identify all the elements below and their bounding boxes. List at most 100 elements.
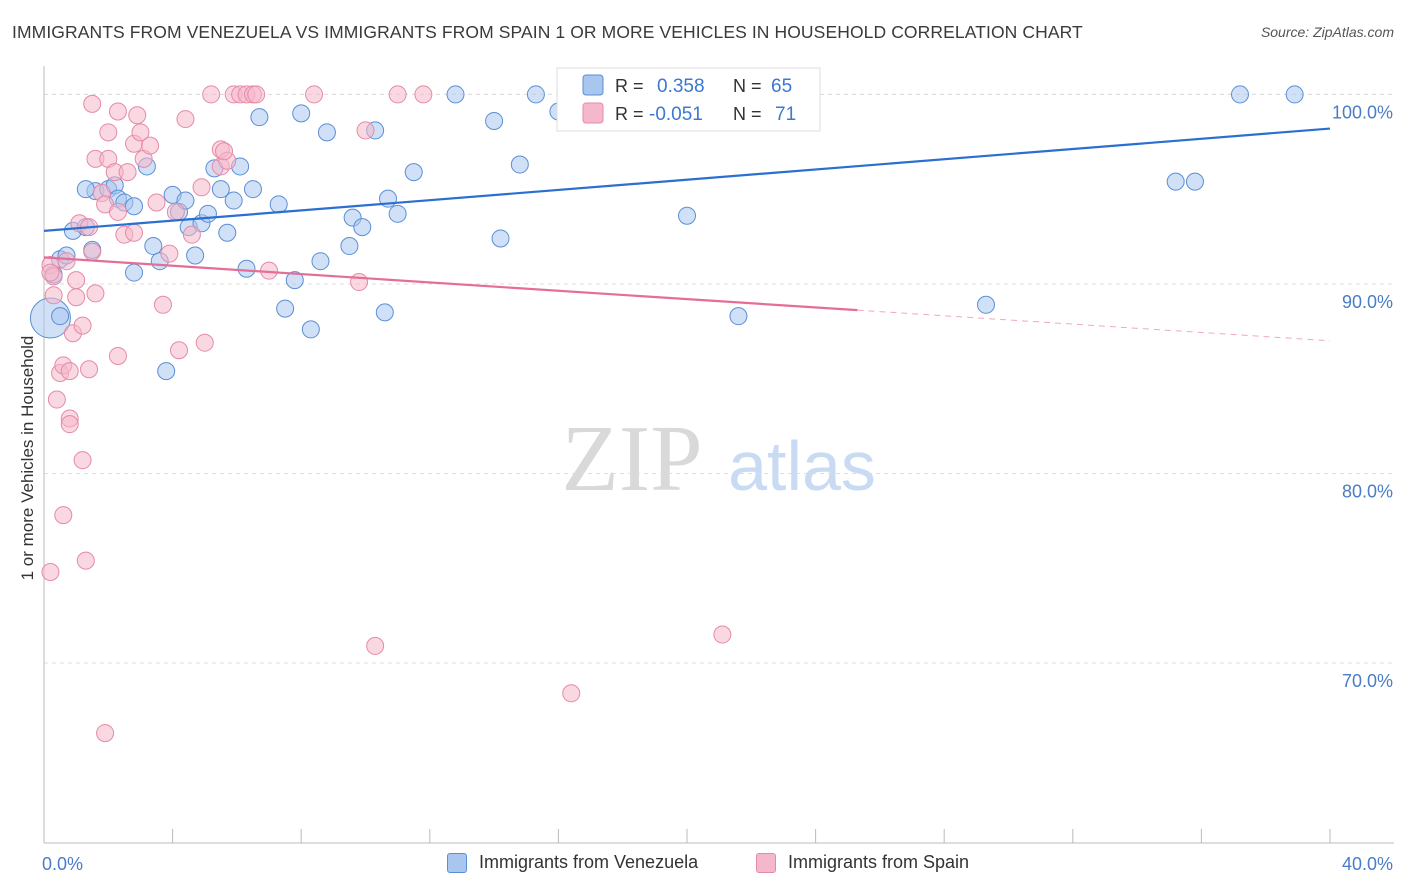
point-venezuela [157,362,176,381]
point-spain [170,341,189,360]
legend-label-spain: Immigrants from Spain [788,852,970,872]
point-spain [41,263,60,282]
point-venezuela [375,303,394,322]
point-spain [305,85,324,104]
y-tick-label: 70.0% [1342,671,1393,691]
point-spain [73,316,92,335]
point-spain [125,223,144,242]
point-venezuela [51,307,70,326]
point-venezuela [510,155,529,174]
legend-top-swatch-venezuela [582,74,604,96]
point-spain [414,85,433,104]
point-venezuela [678,206,696,225]
legend-bottom: Immigrants from Venezuela Immigrants fro… [0,852,1406,878]
y-tick-label: 80.0% [1342,481,1393,501]
point-venezuela [243,180,262,199]
legend-top-swatch-spain [582,102,604,124]
point-venezuela [1285,85,1304,104]
point-spain [192,178,211,197]
point-venezuela [237,259,256,278]
x-tick-label: 0.0% [42,854,83,874]
point-spain [366,636,385,655]
legend-n-value-1: 65 [771,76,792,97]
chart-title: IMMIGRANTS FROM VENEZUELA VS IMMIGRANTS … [12,22,1083,42]
point-spain [141,136,160,155]
trend-line-spain [43,256,858,312]
point-venezuela [186,246,205,265]
point-spain [713,625,732,644]
point-spain [350,273,369,292]
point-venezuela [76,180,95,199]
watermark-atlas: atlas [728,427,876,505]
point-spain [202,85,221,104]
point-venezuela [317,123,336,142]
y-axis-title: 1 or more Vehicles in Household [18,336,37,581]
source-label: Source: ZipAtlas.com [1260,24,1394,40]
point-venezuela [285,271,304,290]
point-spain [128,106,147,125]
point-venezuela [404,163,423,182]
point-spain [83,242,102,261]
trend-line-extension-spain [857,309,1331,342]
legend-swatch-spain [756,852,776,873]
point-spain [356,121,375,140]
point-venezuela [292,104,311,123]
legend-n-label-1: N = [733,76,762,96]
point-venezuela [311,252,330,271]
point-spain [562,684,581,703]
point-venezuela [1166,172,1185,191]
point-spain [41,562,60,581]
legend-label-venezuela: Immigrants from Venezuela [479,852,699,872]
point-venezuela [125,263,144,282]
point-spain [108,346,127,365]
point-venezuela [1185,172,1204,191]
point-spain [247,85,266,104]
point-spain [67,271,86,290]
point-spain [215,142,234,161]
point-spain [108,202,127,221]
point-spain [47,390,66,409]
point-spain [166,202,185,221]
legend-n-value-2: 71 [775,104,796,125]
point-spain [76,551,95,570]
point-spain [57,252,76,271]
legend-r-value-1: 0.358 [657,76,705,97]
point-spain [44,286,63,305]
point-venezuela [340,237,359,256]
point-venezuela [211,180,230,199]
point-spain [131,123,150,142]
point-spain [54,506,73,525]
point-spain [60,362,79,381]
legend-r-label-2: R = [615,104,644,124]
legend-r-label-1: R = [615,76,644,96]
point-venezuela [491,229,510,248]
point-venezuela [224,191,243,210]
point-spain [160,244,179,263]
point-spain [67,288,86,307]
point-spain [118,163,137,182]
point-spain [99,123,118,142]
point-spain [83,94,102,113]
point-spain [195,333,214,352]
point-spain [96,724,115,743]
point-spain [73,451,92,470]
point-spain [153,295,172,314]
point-spain [147,193,166,212]
y-tick-label: 90.0% [1342,292,1393,312]
point-spain [86,284,105,303]
point-spain [388,85,407,104]
point-venezuela [250,108,269,127]
point-venezuela [125,197,144,216]
x-tick-label: 40.0% [1342,854,1393,874]
point-venezuela [276,299,295,318]
point-venezuela [218,223,237,242]
legend-top: R = 0.358 N = 65 R = -0.051 N = 71 [556,67,821,132]
point-venezuela [729,307,748,326]
point-venezuela [269,195,288,214]
point-spain [80,360,99,379]
trend-line-venezuela [43,127,1331,232]
point-venezuela [144,237,163,256]
legend-r-value-2: -0.051 [649,104,703,125]
point-venezuela [1230,85,1249,104]
